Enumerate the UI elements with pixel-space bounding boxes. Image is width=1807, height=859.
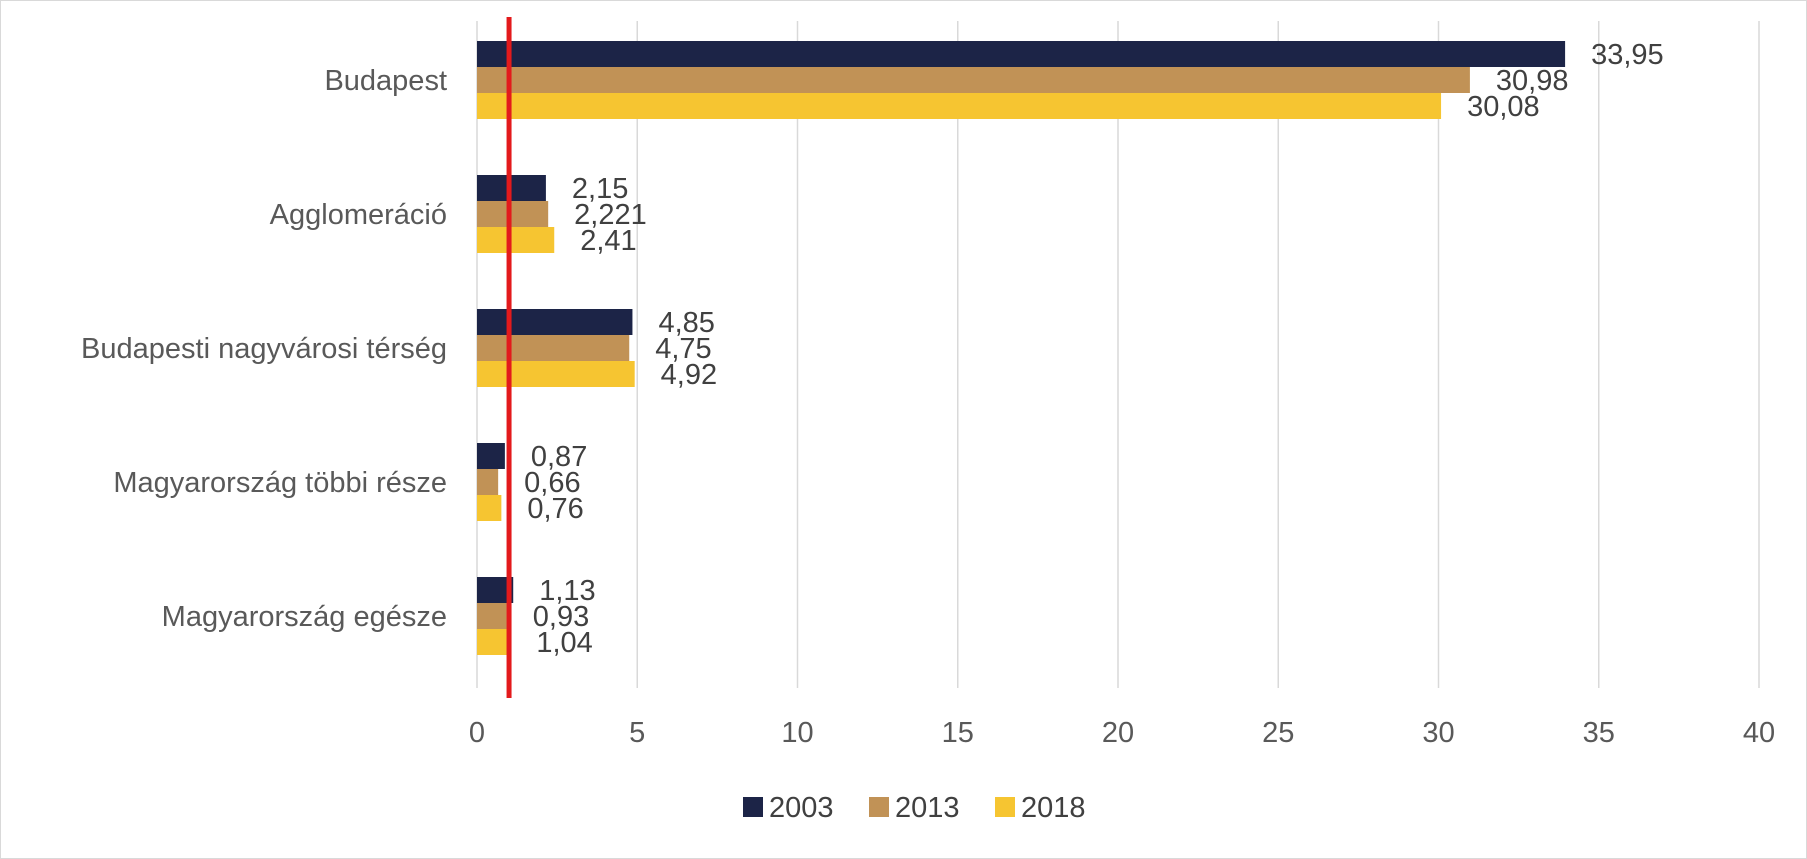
bar-2018 xyxy=(477,361,635,387)
bar-2018 xyxy=(477,629,511,655)
bar-2013 xyxy=(477,603,507,629)
data-label: 0,87 xyxy=(531,441,587,473)
legend-label: 2003 xyxy=(769,792,834,824)
data-label: 2,221 xyxy=(574,199,647,231)
bar-2013 xyxy=(477,201,549,227)
bar-2003 xyxy=(477,443,505,469)
x-tick-label: 25 xyxy=(1262,717,1294,749)
category-label: Budapest xyxy=(324,65,447,97)
x-tick-label: 10 xyxy=(781,717,813,749)
bar-2003 xyxy=(477,41,1566,67)
data-label: 4,85 xyxy=(658,307,714,339)
data-label: 1,04 xyxy=(536,627,592,659)
legend-label: 2013 xyxy=(895,792,960,824)
category-label: Budapesti nagyvárosi térség xyxy=(81,333,447,365)
legend-swatch xyxy=(743,797,763,817)
bar-2003 xyxy=(477,309,633,335)
data-label: 0,93 xyxy=(533,601,589,633)
bar-2018 xyxy=(477,495,502,521)
bar-2018 xyxy=(477,227,555,253)
data-label: 33,95 xyxy=(1591,39,1664,71)
legend: 2003 2013 2018 xyxy=(743,792,1086,824)
x-tick-label: 5 xyxy=(629,717,645,749)
data-label: 0,76 xyxy=(527,493,583,525)
bar-2018 xyxy=(477,93,1442,119)
data-label: 30,98 xyxy=(1496,65,1569,97)
data-label: 1,13 xyxy=(539,575,595,607)
x-tick-label: 40 xyxy=(1743,717,1775,749)
legend-swatch xyxy=(869,797,889,817)
data-label: 4,92 xyxy=(661,359,717,391)
x-tick-label: 30 xyxy=(1422,717,1454,749)
category-label: Magyarország egésze xyxy=(162,601,447,633)
gridlines xyxy=(476,21,1760,688)
x-tick-label: 20 xyxy=(1102,717,1134,749)
bar-2013 xyxy=(477,67,1470,93)
category-label: Magyarország többi része xyxy=(113,467,447,499)
data-label: 0,66 xyxy=(524,467,580,499)
value-axis: 0 5 10 15 20 25 30 35 40 xyxy=(469,717,1775,749)
bar-2013 xyxy=(477,469,499,495)
bar-2013 xyxy=(477,335,630,361)
legend-swatch xyxy=(995,797,1015,817)
bars xyxy=(477,41,1566,655)
data-label: 4,75 xyxy=(655,333,711,365)
x-tick-label: 35 xyxy=(1583,717,1615,749)
data-label: 2,15 xyxy=(572,173,628,205)
data-label: 30,08 xyxy=(1467,91,1540,123)
x-tick-label: 15 xyxy=(942,717,974,749)
category-label: Agglomeráció xyxy=(270,199,447,231)
x-tick-label: 0 xyxy=(469,717,485,749)
legend-label: 2018 xyxy=(1021,792,1086,824)
category-axis: Budapest Agglomeráció Budapesti nagyvárosi… xyxy=(81,65,447,633)
data-label: 2,41 xyxy=(580,225,636,257)
